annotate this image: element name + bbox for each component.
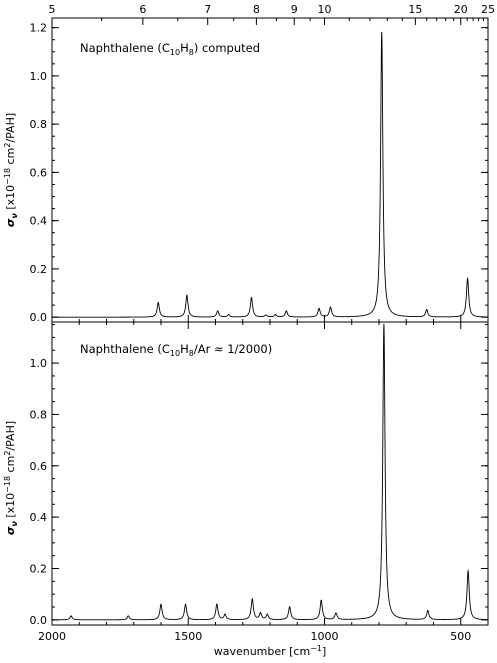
- peak-point: [427, 609, 429, 612]
- peak-point: [157, 302, 159, 304]
- peak-point: [381, 31, 383, 34]
- peak-point: [70, 615, 72, 617]
- peak-point: [467, 570, 469, 572]
- wavelength-tick-label: 9: [291, 3, 298, 16]
- bottom-peak-group: [70, 323, 469, 617]
- y-tick-label: 0.4: [30, 215, 48, 228]
- bottom-y-axis-label: σν [x10−18 cm2/PAH]: [3, 421, 19, 535]
- x-tick-label: 1500: [174, 630, 202, 643]
- peak-point: [274, 313, 277, 316]
- peak-point: [250, 297, 253, 299]
- peak-point: [217, 310, 219, 312]
- wavelength-tick-label: 20: [454, 3, 468, 16]
- y-tick-label: 1.0: [30, 70, 48, 83]
- peak-point: [160, 603, 162, 605]
- y-tick-label: 1.0: [30, 357, 48, 370]
- peak-point: [383, 323, 385, 326]
- y-tick-label: 0.0: [30, 311, 48, 324]
- peak-point: [216, 603, 218, 605]
- bottom-x-tick-labels: 2000 1500 1000 500: [38, 630, 471, 643]
- top-axis-ticks: [51, 18, 489, 322]
- peak-point: [285, 310, 287, 312]
- bottom-y-tick-labels: 0.0 0.2 0.4 0.6 0.8 1.0: [30, 357, 48, 627]
- top-spectrum-line: [52, 32, 488, 318]
- peak-point: [329, 306, 332, 308]
- wavelength-tick-label: 25: [481, 3, 495, 16]
- wavelength-tick-label: 5: [49, 3, 56, 16]
- x-tick-label: 2000: [38, 630, 66, 643]
- bottom-spectrum-line: [52, 324, 489, 621]
- top-y-axis-label: σν [x10−18 cm2/PAH]: [3, 113, 19, 227]
- peak-point: [466, 277, 469, 280]
- top-y-tick-labels: 0.0 0.2 0.4 0.6 0.8 1.0 1.2: [30, 22, 48, 325]
- bottom-panel: 0.0 0.2 0.4 0.6 0.8 1.0 2000 1500 1000 500 Napht…: [3, 321, 489, 658]
- top-plot-frame: [51, 17, 489, 323]
- top-peak-group: [157, 31, 469, 316]
- peak-point: [186, 294, 188, 296]
- top-annotation: Naphthalene (C10H8) computed: [80, 41, 260, 57]
- peak-point: [318, 307, 320, 310]
- bottom-annotation: Naphthalene (C10H8/Ar ≈ 1/2000): [80, 342, 272, 358]
- y-tick-label: 0.4: [30, 511, 48, 524]
- wavelength-tick-label: 7: [204, 3, 211, 16]
- x-axis-label: wavenumber [cm−1]: [214, 644, 327, 658]
- y-tick-label: 0.2: [30, 563, 48, 576]
- bottom-plot-frame: [51, 321, 489, 626]
- wavelength-tick-label: 8: [253, 3, 260, 16]
- y-tick-label: 1.2: [30, 22, 48, 35]
- wavelength-tick-label: 10: [318, 3, 332, 16]
- wavelength-tick-label: 15: [408, 3, 422, 16]
- peak-point: [259, 611, 262, 614]
- peak-point: [265, 314, 267, 316]
- top-panel: 0.0 0.2 0.4 0.6 0.8 1.0 1.2 5 6 7 8 9 10 15 20 25 Naph…: [3, 3, 495, 324]
- peak-point: [289, 606, 291, 608]
- y-tick-label: 0.8: [30, 408, 48, 421]
- x-tick-label: 1000: [311, 630, 339, 643]
- peak-point: [127, 615, 129, 617]
- peak-point: [184, 603, 187, 605]
- peak-point: [227, 313, 230, 316]
- peak-point: [335, 612, 337, 614]
- peak-point: [320, 599, 322, 601]
- y-tick-label: 0.6: [30, 166, 48, 179]
- y-tick-label: 0.6: [30, 460, 48, 473]
- y-tick-label: 0.8: [30, 118, 48, 131]
- x-tick-label: 500: [450, 630, 471, 643]
- top-wavelength-tick-labels: 5 6 7 8 9 10 15 20 25: [49, 3, 496, 16]
- peak-point: [224, 613, 226, 615]
- peak-point: [266, 613, 268, 615]
- bottom-axis-ticks: [51, 322, 489, 625]
- peak-point: [426, 309, 428, 311]
- y-tick-label: 0.2: [30, 263, 48, 276]
- wavelength-tick-label: 6: [139, 3, 146, 16]
- peak-point: [251, 598, 253, 600]
- y-tick-label: 0.0: [30, 614, 48, 627]
